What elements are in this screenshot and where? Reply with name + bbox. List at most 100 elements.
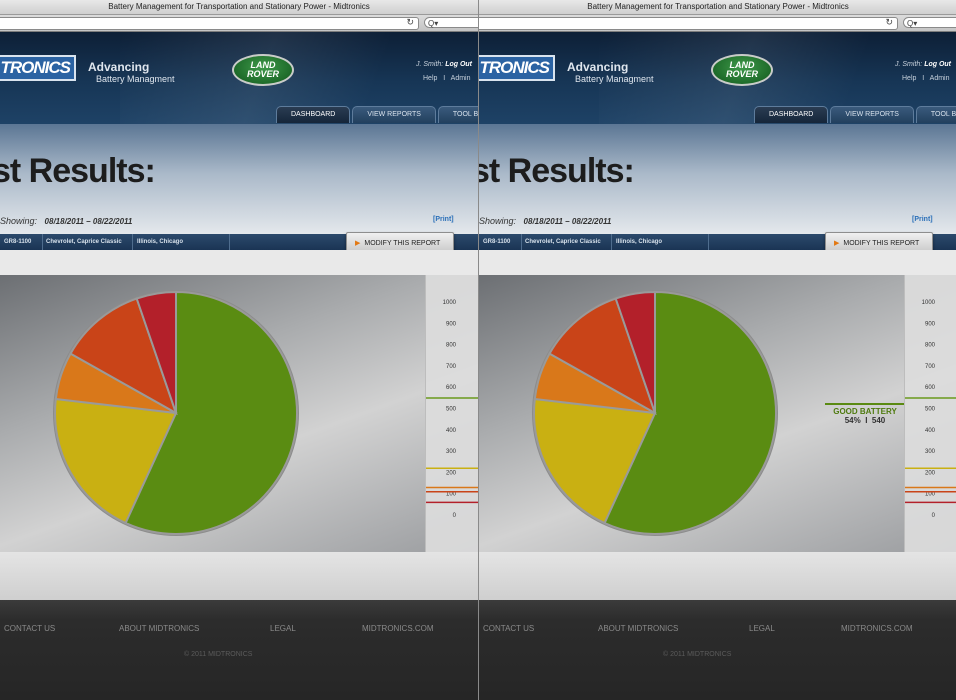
showing-label: Showing: xyxy=(0,216,38,226)
footer-link-contact[interactable]: CONTACT US xyxy=(483,624,535,633)
print-link[interactable]: [Print] xyxy=(433,216,454,223)
tab-view-reports[interactable]: VIEW REPORTS xyxy=(352,106,436,123)
help-links: Help I Admin xyxy=(423,75,471,82)
pie-slice-0 xyxy=(603,290,777,535)
site-footer: CONTACT US ABOUT MIDTRONICS LEGAL MIDTRO… xyxy=(479,600,956,700)
midtronics-logo[interactable]: TRONICS xyxy=(0,55,76,81)
toolbar: ↻ Q▾ xyxy=(479,15,956,32)
scale-tick-8: 200 xyxy=(446,470,457,476)
help-link[interactable]: Help xyxy=(423,75,438,82)
footer-link-legal[interactable]: LEGAL xyxy=(749,624,775,633)
main-nav: DASHBOARD VIEW REPORTS TOOL BOX xyxy=(276,106,478,123)
scale-tick-7: 300 xyxy=(925,449,936,455)
scale-tick-4: 600 xyxy=(446,385,457,391)
split-divider xyxy=(478,0,479,700)
window-title: Battery Management for Transportation an… xyxy=(0,0,478,15)
admin-link[interactable]: Admin xyxy=(929,75,950,82)
print-link[interactable]: [Print] xyxy=(912,216,933,223)
land-rover-logo: LAND ROVER xyxy=(232,54,294,86)
tagline-line2: Battery Managment xyxy=(575,74,654,84)
browser-window-right: Battery Management for Transportation an… xyxy=(479,0,956,700)
date-range-value: 08/18/2011 – 08/22/2011 xyxy=(523,217,612,226)
address-field[interactable]: ↻ xyxy=(479,17,898,30)
scale-tick-9: 100 xyxy=(925,492,936,498)
reload-icon[interactable]: ↻ xyxy=(406,17,414,27)
browser-window-left: Battery Management for Transportation an… xyxy=(0,0,478,700)
tab-view-reports[interactable]: VIEW REPORTS xyxy=(830,106,914,123)
filter-battery: GR8-1100 xyxy=(479,234,522,250)
scale-tick-6: 400 xyxy=(446,428,457,434)
pie-slice-1 xyxy=(533,397,657,525)
user-info: J. Smith: Log Out xyxy=(416,61,472,68)
land-rover-logo-line1: LAND xyxy=(250,60,276,70)
user-name: J. Smith: xyxy=(416,61,444,68)
scale-tick-2: 800 xyxy=(925,343,936,349)
modify-report-label: MODIFY THIS REPORT xyxy=(364,240,441,247)
footer-link-legal[interactable]: LEGAL xyxy=(270,624,296,633)
pie-slice-1 xyxy=(54,397,178,525)
midtronics-logo[interactable]: TRONICS xyxy=(479,55,555,81)
footer-link-about[interactable]: ABOUT MIDTRONICS xyxy=(598,624,679,633)
pie-slice-3 xyxy=(548,297,657,416)
chart-area xyxy=(0,275,478,552)
tagline: Advancing Battery Managment xyxy=(88,61,175,85)
admin-link[interactable]: Admin xyxy=(450,75,471,82)
callout-value: 54% I 540 xyxy=(825,416,905,425)
search-field[interactable]: Q▾ xyxy=(424,17,478,28)
scale-tick-0: 1000 xyxy=(443,300,457,306)
logout-link[interactable]: Log Out xyxy=(445,61,473,68)
page-title: st Results: xyxy=(0,152,156,190)
reload-icon[interactable]: ↻ xyxy=(885,17,893,27)
scale-tick-9: 100 xyxy=(446,492,457,498)
footer-link-site[interactable]: MIDTRONICS.COM xyxy=(841,624,913,633)
play-icon: ▶ xyxy=(834,240,840,247)
scale-tick-1: 900 xyxy=(446,321,457,327)
logout-link[interactable]: Log Out xyxy=(924,61,952,68)
footer-link-contact[interactable]: CONTACT US xyxy=(4,624,56,633)
tab-tool-box[interactable]: TOOL BOX xyxy=(915,106,956,123)
scale-tick-5: 500 xyxy=(446,407,457,413)
help-links: Help I Admin xyxy=(902,75,950,82)
report-hero: st Results: Showing: 08/18/2011 – 08/22/… xyxy=(479,124,956,234)
toolbar: ↻ Q▾ xyxy=(0,15,478,32)
search-field[interactable]: Q▾ xyxy=(903,17,956,28)
page-title: st Results: xyxy=(479,152,635,190)
play-icon: ▶ xyxy=(355,240,361,247)
land-rover-logo-line2: ROVER xyxy=(725,69,758,79)
pie-slice-4 xyxy=(614,290,656,414)
footer-link-about[interactable]: ABOUT MIDTRONICS xyxy=(119,624,200,633)
callout-separator: I xyxy=(865,416,868,425)
filter-location: Illinois, Chicago xyxy=(133,234,230,250)
tagline-line1: Advancing xyxy=(88,60,150,74)
tagline: Advancing Battery Managment xyxy=(567,61,654,85)
address-field[interactable]: ↻ xyxy=(0,17,419,30)
pie-slice-4 xyxy=(135,290,177,414)
chart-band xyxy=(0,250,478,275)
land-rover-logo: LAND ROVER xyxy=(711,54,773,86)
help-link[interactable]: Help xyxy=(902,75,917,82)
chart-footer-band xyxy=(0,552,478,600)
scale-tick-7: 300 xyxy=(446,449,457,455)
link-separator: I xyxy=(922,75,925,82)
tab-tool-box[interactable]: TOOL BOX xyxy=(437,106,478,123)
scale-tick-4: 600 xyxy=(925,385,936,391)
footer-link-site[interactable]: MIDTRONICS.COM xyxy=(362,624,434,633)
scale-tick-0: 1000 xyxy=(922,300,936,306)
pie-chart xyxy=(532,290,778,536)
value-scale: 1000 900 800 700 600 500 400 300 200 100 0 xyxy=(425,275,478,552)
callout-line xyxy=(825,403,905,405)
filter-location: Illinois, Chicago xyxy=(612,234,709,250)
callout-label: GOOD BATTERY xyxy=(833,407,897,416)
scale-tick-10: 0 xyxy=(453,513,457,519)
chart-band xyxy=(479,250,956,275)
user-info: J. Smith: Log Out xyxy=(895,61,951,68)
tab-dashboard[interactable]: DASHBOARD xyxy=(276,106,351,123)
user-name: J. Smith: xyxy=(895,61,923,68)
date-range: Showing: 08/18/2011 – 08/22/2011 xyxy=(479,216,611,226)
tab-dashboard[interactable]: DASHBOARD xyxy=(754,106,829,123)
tagline-line2: Battery Managment xyxy=(96,74,175,84)
scale-tick-6: 400 xyxy=(925,428,936,434)
land-rover-logo-line2: ROVER xyxy=(246,69,279,79)
